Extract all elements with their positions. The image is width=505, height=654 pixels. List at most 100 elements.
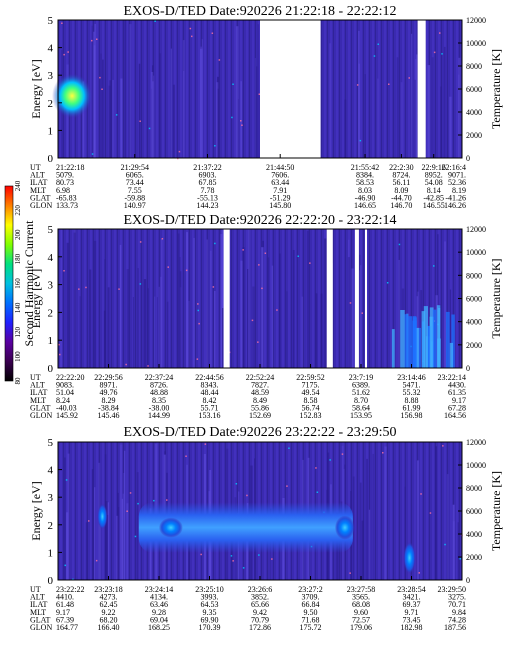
orbit-row-label: ALT [30, 171, 45, 180]
orbit-table-cell: 175.72 [300, 623, 322, 632]
orbit-table-cell: 182.98 [401, 623, 423, 632]
orbit-table-cell: 80.73 [56, 178, 74, 187]
orbit-table-cell: 146.26 [444, 201, 466, 210]
orbit-table-cell: 153.16 [199, 411, 221, 420]
orbit-table-cell: 21:44:50 [266, 163, 294, 172]
data-gap [223, 229, 230, 368]
orbit-table-cell: 179.06 [350, 623, 372, 632]
orbit-table-cell: 152.83 [300, 411, 322, 420]
y-tick-label: 1 [48, 335, 54, 347]
orbit-table-cell: 48.59 [251, 388, 269, 397]
orbit-table-cell: 164.77 [56, 623, 78, 632]
orbit-table-cell: 68.20 [100, 615, 118, 624]
orbit-table-cell: -55.13 [197, 193, 218, 202]
orbit-table-cell: 7175. [302, 381, 320, 390]
panel-title: EXOS-D/TED Date:920226 23:22:22 - 23:29:… [124, 425, 397, 440]
orbit-table-cell: 22:9:16 [421, 163, 445, 172]
orbit-table-cell: 69.37 [403, 600, 421, 609]
orbit-table-cell: 3852. [251, 593, 269, 602]
y2-tick-label: 0 [466, 364, 470, 373]
orbit-table-cell: 145.80 [269, 201, 291, 210]
orbit-table-cell: 72.57 [352, 615, 370, 624]
panel-title: EXOS-D/TED Date:920226 22:22:20 - 23:22:… [124, 213, 397, 228]
orbit-row-label: GLAT [30, 193, 51, 202]
orbit-table-cell: -41.26 [445, 193, 466, 202]
orbit-table-cell: -46.90 [355, 193, 376, 202]
orbit-table-cell: 61.48 [56, 600, 74, 609]
orbit-table-cell: 6065. [126, 171, 144, 180]
orbit-table-cell: 21:37:22 [193, 163, 221, 172]
data-gap [354, 229, 359, 368]
orbit-table-cell: 7827. [251, 381, 269, 390]
orbit-table-cell: 5079. [56, 171, 74, 180]
orbit-table-cell: -51.29 [270, 193, 291, 202]
orbit-table-cell: 8.14 [427, 186, 441, 195]
y2-tick-label: 12000 [466, 16, 486, 25]
orbit-table-cell: -38.00 [149, 403, 170, 412]
y-tick-label: 4 [48, 252, 54, 264]
orbit-table-cell: 8384. [356, 171, 374, 180]
y2-axis-label: Temperature [K] [489, 49, 503, 129]
colorbar-tick-label: 220 [14, 205, 22, 216]
y-axis-label: Energy [eV] [29, 481, 43, 540]
orbit-table-cell: 73.44 [126, 178, 144, 187]
y2-tick-label: 12000 [466, 225, 486, 234]
orbit-table-cell: 9.42 [253, 608, 267, 617]
y2-tick-label: 4000 [466, 108, 482, 117]
orbit-table: UTALTILATMLTGLATGLON23:22:224410.61.489.… [30, 585, 466, 632]
orbit-table-cell: 4134. [150, 593, 168, 602]
orbit-table-cell: 8.09 [394, 186, 408, 195]
orbit-table-cell: 22:2:30 [389, 163, 413, 172]
colorbar-tick-label: 180 [14, 253, 22, 264]
orbit-table-cell: 55.32 [403, 388, 421, 397]
feature-broad-band [138, 502, 353, 553]
orbit-table-cell: 8.42 [203, 396, 217, 405]
y-tick-label: 0 [48, 575, 54, 587]
y2-tick-label: 10000 [466, 39, 486, 48]
orbit-row-label: MLT [30, 186, 46, 195]
orbit-table-cell: 49.54 [302, 388, 320, 397]
orbit-table-cell: 8.58 [304, 396, 318, 405]
y2-tick-label: 10000 [466, 461, 486, 470]
orbit-table-cell: 146.70 [390, 201, 412, 210]
orbit-table-cell: 22:52:24 [246, 373, 274, 382]
orbit-table-cell: 8.29 [102, 396, 116, 405]
y-tick-label: 5 [48, 437, 54, 449]
orbit-row-label: UT [30, 163, 41, 172]
orbit-row-label: GLAT [30, 403, 51, 412]
y2-tick-label: 4000 [466, 530, 482, 539]
orbit-table-cell: 22:16:4 [442, 163, 466, 172]
data-gap [365, 229, 367, 368]
orbit-table-cell: 56.74 [302, 403, 320, 412]
orbit-table-cell: 69.04 [150, 615, 168, 624]
orbit-table-cell: 23:7:19 [349, 373, 373, 382]
orbit-table-cell: 166.40 [98, 623, 120, 632]
orbit-table-cell: 7.78 [201, 186, 215, 195]
orbit-table-cell: 8724. [392, 171, 410, 180]
orbit-table-cell: 68.08 [352, 600, 370, 609]
orbit-table-cell: 63.46 [150, 600, 168, 609]
orbit-table-cell: 6389. [352, 381, 370, 390]
orbit-table-cell: 8.03 [358, 186, 372, 195]
orbit-table-cell: 6903. [199, 171, 217, 180]
y-tick-label: 0 [48, 363, 54, 375]
orbit-row-label: GLAT [30, 615, 51, 624]
orbit-table-cell: 69.90 [201, 615, 219, 624]
orbit-table-cell: 23:26:6 [248, 585, 272, 594]
orbit-table-cell: -65.83 [56, 193, 77, 202]
panel-2: EXOS-D/TED Date:920226 22:22:20 - 23:22:… [29, 213, 503, 420]
panel-title: EXOS-D/TED Date:920226 21:22:18 - 22:22:… [124, 4, 397, 19]
orbit-table-cell: 4273. [100, 593, 118, 602]
orbit-table-cell: 8.19 [452, 186, 466, 195]
orbit-table-cell: 8726. [150, 381, 168, 390]
orbit-table-cell: 144.99 [148, 411, 170, 420]
orbit-table-cell: 49.76 [100, 388, 118, 397]
orbit-table-cell: 22:22:20 [56, 373, 84, 382]
orbit-row-label: ALT [30, 593, 45, 602]
orbit-table-cell: 3993. [201, 593, 219, 602]
orbit-table-cell: 21:55:42 [351, 163, 379, 172]
y2-tick-label: 10000 [466, 248, 486, 257]
orbit-table-cell: 9.84 [452, 608, 466, 617]
